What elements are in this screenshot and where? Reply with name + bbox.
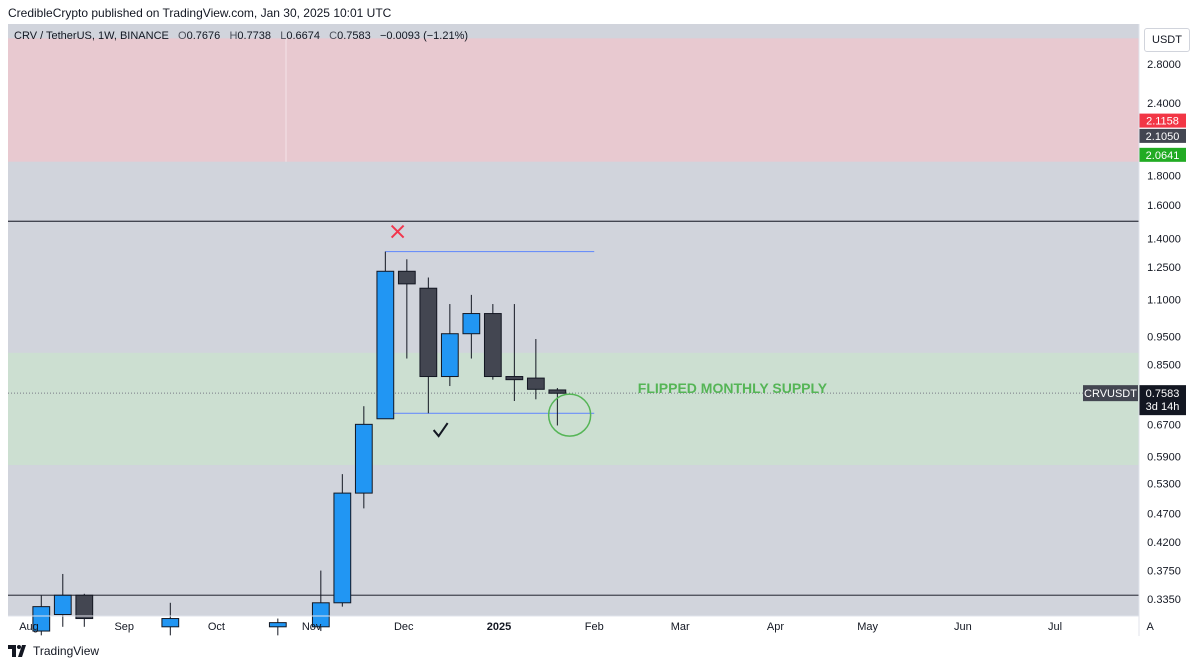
candle-body-6 <box>333 492 352 604</box>
current-price-label: 0.7583 <box>1146 388 1180 400</box>
currency-button[interactable]: USDT <box>1144 28 1190 52</box>
time-tick-label: Mar <box>671 621 690 633</box>
time-tick-label: Aug <box>19 621 39 633</box>
price-tick-label: 0.4700 <box>1147 509 1181 521</box>
time-tick-label: Dec <box>394 621 414 633</box>
time-tick-label: Jul <box>1048 621 1062 633</box>
price-badge-label-1: 2.1050 <box>1146 131 1180 143</box>
candle-body-12 <box>462 313 481 335</box>
price-badge-0 <box>1139 113 1186 128</box>
current-price-badge <box>1139 385 1186 416</box>
candle-body-3 <box>161 618 180 628</box>
chart-area[interactable]: FLIPPED MONTHLY SUPPLY 2.8000 2.4000 1.8000… <box>8 24 1192 636</box>
price-tick-label: 1.2500 <box>1147 262 1181 274</box>
price-badge-label-0: 2.1158 <box>1146 116 1179 128</box>
zone-0 <box>8 38 1139 162</box>
candle-body-13 <box>483 313 502 378</box>
price-tick-label: 0.5300 <box>1147 478 1181 490</box>
tradingview-logo: TradingView <box>8 644 99 658</box>
rejection-x-icon <box>390 224 405 239</box>
symbol-tag <box>1083 385 1138 402</box>
candle-body-15 <box>526 377 545 390</box>
candle-body-0 <box>32 606 51 632</box>
price-chart[interactable]: FLIPPED MONTHLY SUPPLY 2.8000 2.4000 1.8000… <box>8 24 1192 636</box>
price-tick-label: 0.4200 <box>1147 537 1181 549</box>
price-tick-label: 2.4000 <box>1147 98 1181 110</box>
price-tick-label: 1.8000 <box>1147 170 1181 182</box>
tradingview-brand-text: TradingView <box>33 644 100 658</box>
publisher-attribution: CredibleCrypto published on TradingView.… <box>8 6 392 20</box>
candle-body-14 <box>505 376 524 381</box>
price-tick-label: 1.6000 <box>1147 200 1181 212</box>
price-badge-label-2: 2.0641 <box>1146 150 1180 162</box>
candle-body-10 <box>419 287 438 378</box>
time-tick-label: May <box>857 621 878 633</box>
retest-circle-marker <box>547 393 592 437</box>
confirmation-check-icon <box>432 422 449 438</box>
price-tick-label: 0.3350 <box>1147 594 1181 606</box>
price-badge-2 <box>1139 147 1186 162</box>
price-tick-label: 0.3750 <box>1147 566 1181 578</box>
time-tick-label: A <box>1147 621 1155 633</box>
price-tick-label: 2.8000 <box>1147 59 1181 71</box>
candle-body-5 <box>311 602 330 628</box>
time-tick-label: Apr <box>767 621 784 633</box>
price-tick-label: 0.6700 <box>1147 419 1181 431</box>
symbol-tag-label: CRVUSDT <box>1084 388 1137 400</box>
candle-body-1 <box>53 594 72 616</box>
time-tick-label: Feb <box>585 621 604 633</box>
annotation-flipped-monthly-supply: FLIPPED MONTHLY SUPPLY <box>638 380 828 396</box>
time-axis-background <box>8 616 1139 636</box>
time-tick-label: Nov <box>302 621 322 633</box>
time-tick-label: Jun <box>954 621 972 633</box>
candle-body-8 <box>376 270 395 420</box>
candle-body-2 <box>75 594 94 620</box>
price-tick-label: 0.9500 <box>1147 331 1181 343</box>
candle-body-9 <box>397 270 416 285</box>
countdown-label: 3d 14h <box>1146 401 1180 413</box>
time-tick-label: 2025 <box>487 621 511 633</box>
price-badge-1 <box>1139 128 1186 143</box>
price-tick-label: 0.8500 <box>1147 359 1181 371</box>
candle-body-16 <box>548 389 567 394</box>
candle-body-11 <box>440 333 459 378</box>
price-tick-label: 0.5900 <box>1147 451 1181 463</box>
time-tick-label: Sep <box>114 621 134 633</box>
candle-body-4 <box>268 622 287 628</box>
time-tick-label: Oct <box>208 621 225 633</box>
price-tick-label: 1.4000 <box>1147 234 1181 246</box>
zone-1 <box>8 352 1139 466</box>
price-tick-label: 1.1000 <box>1147 294 1181 306</box>
tradingview-logo-icon <box>8 645 26 657</box>
candle-body-7 <box>354 423 373 494</box>
